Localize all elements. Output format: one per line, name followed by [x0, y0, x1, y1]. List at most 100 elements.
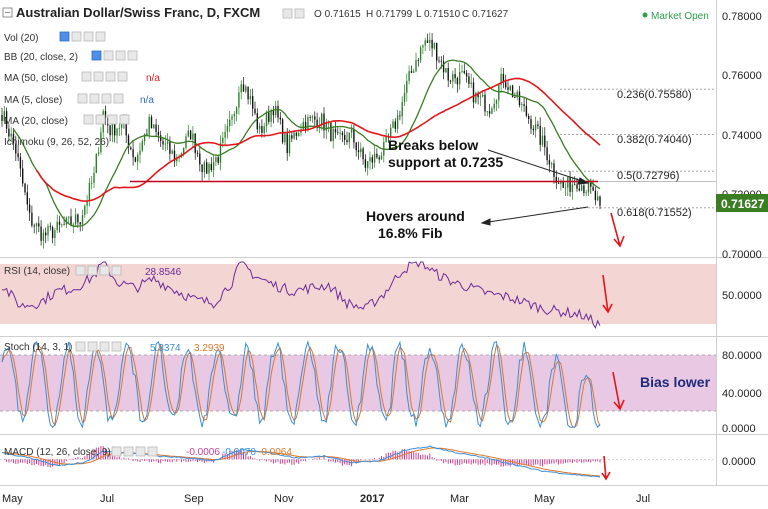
legend-macd-close-icon[interactable] [147, 446, 158, 457]
candle-body [518, 91, 521, 106]
fib-label-0382: 0.382(0.74040) [617, 134, 692, 146]
legend-stoch-close-icon[interactable] [111, 341, 122, 352]
chart-title: Australian Dollar/Swiss Franc, D, FXCM [16, 5, 260, 20]
candle-body [114, 121, 116, 136]
legend-vol-eye-icon[interactable] [59, 31, 70, 42]
candle-body [597, 196, 599, 201]
candle-body [341, 132, 344, 135]
legend-bb-add-icon[interactable] [115, 50, 126, 61]
candle-body [72, 224, 74, 226]
legend-rsi-eye-icon[interactable] [75, 265, 86, 276]
legend-ma50[interactable]: MA (50, close) [4, 73, 68, 84]
candle-body [396, 115, 399, 129]
title-add-icon[interactable] [294, 8, 305, 19]
ma20-line [12, 59, 601, 227]
candle-body [270, 110, 272, 122]
candle-body [208, 163, 210, 174]
candle-body [578, 188, 580, 191]
legend-ma5[interactable]: MA (5, close) [4, 95, 62, 106]
candle-body [100, 132, 102, 153]
ohlc-high: H 0.71799 [366, 9, 413, 20]
legend-ma5-settings-icon[interactable] [89, 93, 100, 104]
candle-body [302, 122, 304, 130]
candle-body [40, 226, 42, 241]
candle-body [355, 142, 357, 151]
legend-vol-add-icon[interactable] [83, 31, 94, 42]
candle-body [235, 107, 238, 114]
legend-macd-v2: -0.0070 [222, 447, 256, 458]
candle-body [125, 122, 127, 136]
legend-vol[interactable]: Vol (20) [4, 33, 38, 44]
candle-body [454, 74, 456, 79]
legend-ma20-close-icon[interactable] [119, 114, 130, 125]
legend-vol-close-icon[interactable] [95, 31, 106, 42]
candle-body [491, 108, 493, 114]
candle-body [311, 116, 314, 118]
legend-stoch-eye-icon[interactable] [75, 341, 86, 352]
candle-body [482, 94, 484, 97]
legend-bb-close-icon[interactable] [127, 50, 138, 61]
legend-macd-add-icon[interactable] [135, 446, 146, 457]
candle-body [431, 39, 433, 49]
candle-body [353, 128, 355, 143]
legend-ichimoku[interactable]: Ichimoku (9, 26, 52, 26) [4, 137, 109, 148]
legend-stoch-add-icon[interactable] [99, 341, 110, 352]
candle-body [472, 82, 475, 103]
candle-body [28, 204, 31, 213]
candle-body [316, 119, 318, 128]
candle-body [592, 186, 594, 191]
annotation-bias-lower: Bias lower [640, 374, 711, 390]
legend-ma20-add-icon[interactable] [107, 114, 118, 125]
candle-body [530, 119, 532, 129]
legend-rsi-settings-icon[interactable] [87, 265, 98, 276]
candle-body [350, 128, 353, 133]
legend-rsi-close-icon[interactable] [111, 265, 122, 276]
candle-body [495, 100, 498, 104]
legend-macd[interactable]: MACD (12, 26, close, 9) [4, 447, 111, 458]
legend-bb-eye-icon[interactable] [91, 50, 102, 61]
candle-body [134, 157, 137, 162]
candle-body [258, 126, 261, 130]
candle-body [19, 157, 22, 169]
legend-ma5-eye-icon[interactable] [77, 93, 88, 104]
candle-body [42, 232, 45, 241]
legend-ma50-add-icon[interactable] [105, 71, 116, 82]
candle-body [272, 110, 275, 116]
legend-bb[interactable]: BB (20, close, 2) [4, 52, 78, 63]
legend-bb-settings-icon[interactable] [103, 50, 114, 61]
legend-macd-v3: -0.0064 [258, 447, 292, 458]
indicator-legends: Vol (20) BB (20, close, 2) MA (50, close… [4, 31, 160, 148]
legend-vol-settings-icon[interactable] [71, 31, 82, 42]
candle-body [118, 127, 120, 129]
legend-stoch-settings-icon[interactable] [87, 341, 98, 352]
legend-ma5-close-icon[interactable] [113, 93, 124, 104]
candle-body [8, 128, 10, 137]
legend-macd-eye-icon[interactable] [111, 446, 122, 457]
legend-stoch[interactable]: Stoch (14, 3, 1) [4, 342, 72, 353]
candle-body [31, 212, 33, 226]
legend-rsi[interactable]: RSI (14, close) [4, 266, 70, 277]
candle-body [580, 185, 583, 191]
candle-body [440, 60, 442, 62]
title-settings-icon[interactable] [282, 8, 293, 19]
candle-body [422, 45, 424, 48]
legend-ma50-settings-icon[interactable] [93, 71, 104, 82]
legend-macd-settings-icon[interactable] [123, 446, 134, 457]
legend-ma20-eye-icon[interactable] [83, 114, 94, 125]
stoch-lines [1, 339, 601, 429]
legend-ma20[interactable]: MA (20, close) [4, 116, 68, 127]
legend-rsi-add-icon[interactable] [99, 265, 110, 276]
time-tick-nov: Nov [274, 493, 294, 505]
candle-body [169, 141, 171, 154]
legend-ma50-close-icon[interactable] [117, 71, 128, 82]
pointer-hovers-head [480, 218, 491, 226]
legend-ma5-add-icon[interactable] [101, 93, 112, 104]
candle-body [247, 86, 249, 100]
legend-ma50-eye-icon[interactable] [81, 71, 92, 82]
candle-body [238, 92, 240, 108]
candle-body [157, 131, 160, 136]
candle-body [201, 164, 203, 173]
legend-ma20-settings-icon[interactable] [95, 114, 106, 125]
candle-body [426, 40, 429, 43]
